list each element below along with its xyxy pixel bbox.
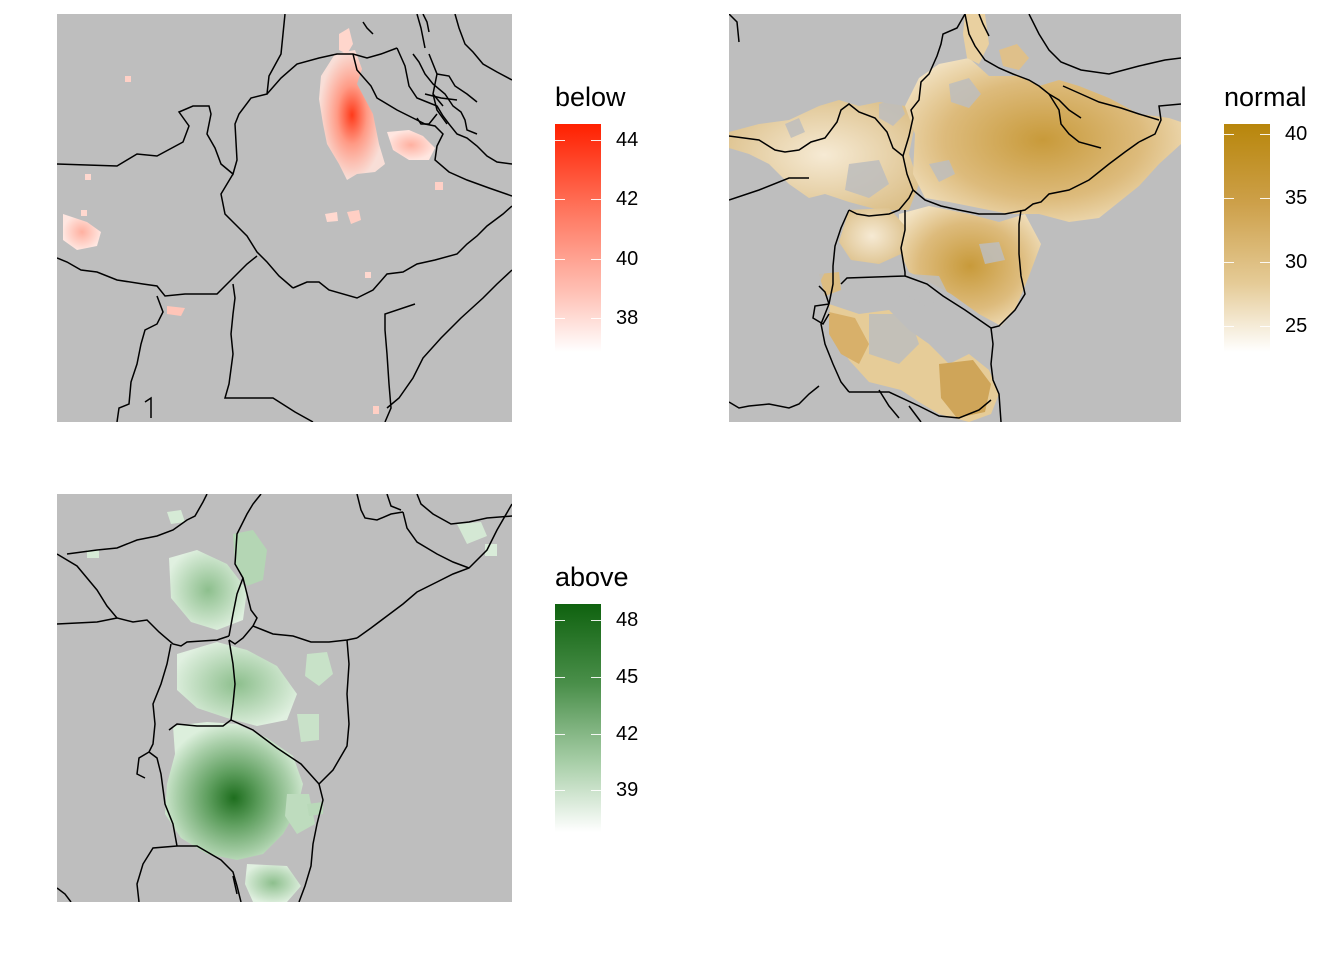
tick-mark-below	[591, 318, 601, 319]
map-below	[57, 14, 512, 422]
tick-mark-below	[591, 140, 601, 141]
tick-mark-below	[555, 318, 565, 319]
tick-label-normal-40: 40	[1285, 123, 1308, 145]
tick-label-above-42: 42	[616, 723, 639, 745]
tick-mark-above	[591, 620, 601, 621]
tick-mark-normal	[1224, 262, 1234, 263]
below-country-borders	[57, 14, 512, 422]
tick-label-above-45: 45	[616, 666, 639, 688]
tick-label-below-40: 40	[616, 248, 639, 270]
tick-label-below-38: 38	[616, 307, 639, 329]
tick-mark-above	[555, 620, 565, 621]
colorbar-normal	[1224, 124, 1270, 352]
legend-title-below: below	[555, 82, 626, 112]
tick-mark-above	[555, 734, 565, 735]
tick-label-below-42: 42	[616, 188, 639, 210]
tick-mark-below	[591, 259, 601, 260]
tick-mark-normal	[1260, 198, 1270, 199]
tick-mark-above	[555, 790, 565, 791]
colorbar-below	[555, 124, 601, 352]
tick-mark-above	[591, 734, 601, 735]
colorbar-above	[555, 604, 601, 832]
tick-mark-above	[555, 677, 565, 678]
tick-mark-normal	[1224, 134, 1234, 135]
tick-label-normal-35: 35	[1285, 187, 1308, 209]
tick-mark-normal	[1224, 326, 1234, 327]
tick-label-below-44: 44	[616, 129, 639, 151]
tick-label-above-48: 48	[616, 609, 639, 631]
below-anomaly-areas	[63, 28, 443, 414]
tick-label-normal-25: 25	[1285, 315, 1308, 337]
tick-mark-below	[555, 199, 565, 200]
tick-mark-below	[555, 259, 565, 260]
tick-mark-normal	[1224, 198, 1234, 199]
tick-mark-normal	[1260, 262, 1270, 263]
above-country-borders	[57, 494, 512, 902]
normal-country-borders	[729, 14, 1181, 422]
tick-label-above-39: 39	[616, 779, 639, 801]
normal-grey-gaps	[729, 14, 1181, 422]
above-anomaly-areas	[87, 510, 497, 902]
map-normal-svg	[729, 14, 1181, 422]
tick-mark-above	[591, 677, 601, 678]
legend-title-above: above	[555, 562, 629, 592]
tick-mark-normal	[1260, 326, 1270, 327]
tick-mark-below	[591, 199, 601, 200]
map-below-svg	[57, 14, 512, 422]
map-above	[57, 494, 512, 902]
legend-title-normal: normal	[1224, 82, 1307, 112]
tick-label-normal-30: 30	[1285, 251, 1308, 273]
map-above-svg	[57, 494, 512, 902]
tick-mark-above	[591, 790, 601, 791]
tick-mark-normal	[1260, 134, 1270, 135]
map-normal	[729, 14, 1181, 422]
tick-mark-below	[555, 140, 565, 141]
